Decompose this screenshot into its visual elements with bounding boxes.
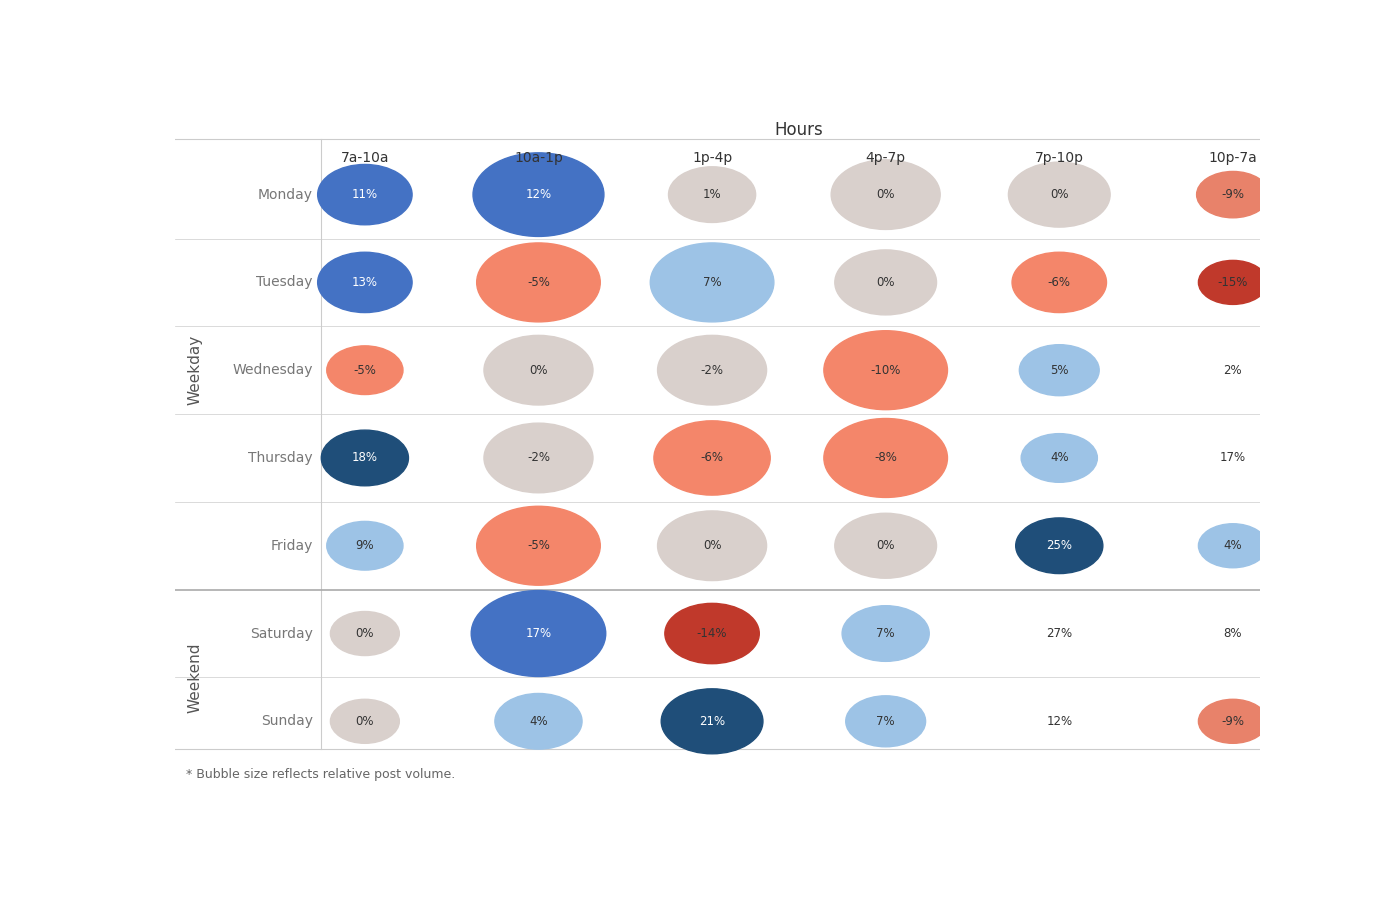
Text: 11%: 11% [351, 188, 378, 201]
Circle shape [322, 430, 409, 486]
Circle shape [318, 252, 412, 312]
Text: -5%: -5% [353, 364, 377, 377]
Circle shape [1016, 518, 1103, 573]
Text: 17%: 17% [1219, 452, 1246, 464]
Text: 5%: 5% [1050, 364, 1068, 377]
Circle shape [823, 330, 948, 410]
Text: -9%: -9% [1221, 188, 1245, 201]
Text: 4%: 4% [529, 715, 547, 728]
Text: Thursday: Thursday [248, 451, 312, 465]
Text: 4%: 4% [1050, 452, 1068, 464]
Text: 1p-4p: 1p-4p [692, 151, 732, 165]
Circle shape [473, 153, 603, 237]
Circle shape [330, 611, 399, 655]
Circle shape [658, 336, 767, 405]
Circle shape [658, 511, 767, 580]
Text: -2%: -2% [526, 452, 550, 464]
Text: 7a-10a: 7a-10a [340, 151, 389, 165]
Circle shape [669, 166, 756, 222]
Text: 7%: 7% [876, 627, 895, 640]
Circle shape [318, 165, 412, 225]
Circle shape [650, 243, 774, 322]
Text: 1%: 1% [703, 188, 721, 201]
Circle shape [823, 418, 948, 498]
Circle shape [843, 606, 930, 662]
Circle shape [326, 521, 403, 570]
Circle shape [330, 699, 399, 743]
Text: -9%: -9% [1221, 715, 1245, 728]
Circle shape [472, 590, 606, 677]
Text: Wednesday: Wednesday [232, 364, 312, 377]
Text: 0%: 0% [876, 276, 895, 289]
Text: Saturday: Saturday [251, 626, 312, 641]
Text: 18%: 18% [351, 452, 378, 464]
Circle shape [484, 336, 594, 405]
Circle shape [496, 694, 582, 749]
Circle shape [1021, 434, 1098, 482]
Text: 7p-10p: 7p-10p [1035, 151, 1084, 165]
Circle shape [1019, 345, 1099, 396]
Text: -15%: -15% [1218, 276, 1247, 289]
Circle shape [1198, 524, 1267, 568]
Text: -6%: -6% [700, 452, 724, 464]
Circle shape [1012, 252, 1106, 312]
Circle shape [654, 421, 770, 495]
Text: 0%: 0% [356, 715, 374, 728]
Circle shape [834, 513, 937, 578]
Circle shape [1198, 699, 1267, 743]
Text: 7%: 7% [703, 276, 721, 289]
Text: Weekend: Weekend [188, 643, 202, 713]
Text: 4p-7p: 4p-7p [865, 151, 906, 165]
Text: 9%: 9% [356, 539, 374, 553]
Text: Tuesday: Tuesday [256, 275, 312, 290]
Text: -14%: -14% [697, 627, 728, 640]
Circle shape [1198, 260, 1267, 304]
Text: -5%: -5% [526, 539, 550, 553]
Circle shape [846, 696, 925, 747]
Circle shape [1197, 172, 1270, 218]
Text: -6%: -6% [1047, 276, 1071, 289]
Text: Sunday: Sunday [260, 715, 312, 728]
Text: 0%: 0% [876, 188, 895, 201]
Text: Monday: Monday [258, 187, 312, 202]
Text: 0%: 0% [356, 627, 374, 640]
Text: Friday: Friday [270, 539, 312, 553]
Text: 25%: 25% [1046, 539, 1072, 553]
Text: 12%: 12% [525, 188, 552, 201]
Circle shape [1008, 162, 1110, 227]
Text: 0%: 0% [1050, 188, 1068, 201]
Text: -2%: -2% [700, 364, 724, 377]
Text: 4%: 4% [1224, 539, 1242, 553]
Text: * Bubble size reflects relative post volume.: * Bubble size reflects relative post vol… [186, 769, 455, 781]
Circle shape [834, 250, 937, 315]
Text: 0%: 0% [529, 364, 547, 377]
Text: -10%: -10% [871, 364, 900, 377]
Circle shape [484, 423, 594, 493]
Text: 12%: 12% [1046, 715, 1072, 728]
Circle shape [326, 346, 403, 394]
Circle shape [661, 688, 763, 754]
Text: 7%: 7% [876, 715, 895, 728]
Text: 10a-1p: 10a-1p [514, 151, 563, 165]
Text: 2%: 2% [1224, 364, 1242, 377]
Text: 21%: 21% [699, 715, 725, 728]
Circle shape [476, 507, 601, 585]
Text: 0%: 0% [703, 539, 721, 553]
Text: Weekday: Weekday [188, 335, 202, 405]
Text: Hours: Hours [774, 122, 823, 140]
Text: -5%: -5% [526, 276, 550, 289]
Text: -8%: -8% [874, 452, 897, 464]
Text: 13%: 13% [351, 276, 378, 289]
Circle shape [665, 603, 759, 663]
Circle shape [832, 160, 941, 230]
Text: 17%: 17% [525, 627, 552, 640]
Text: 0%: 0% [876, 539, 895, 553]
Text: 8%: 8% [1224, 627, 1242, 640]
Circle shape [476, 243, 601, 322]
Text: 10p-7a: 10p-7a [1208, 151, 1257, 165]
Text: 27%: 27% [1046, 627, 1072, 640]
